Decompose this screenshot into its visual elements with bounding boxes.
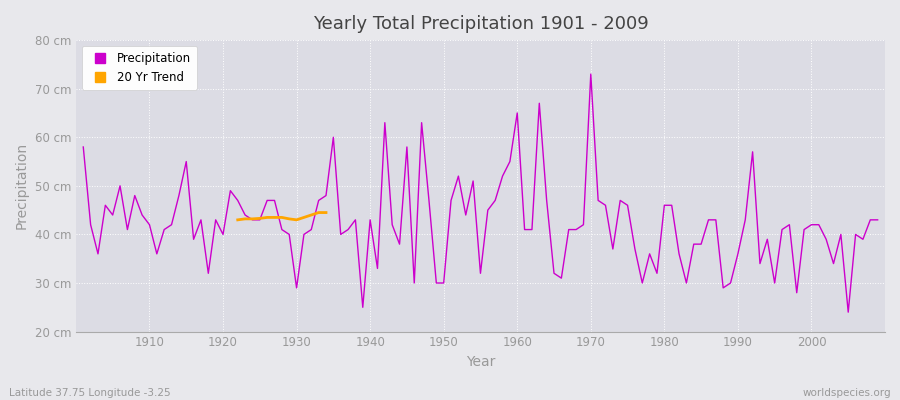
Text: Latitude 37.75 Longitude -3.25: Latitude 37.75 Longitude -3.25 [9, 388, 171, 398]
Y-axis label: Precipitation: Precipitation [15, 142, 29, 230]
Text: worldspecies.org: worldspecies.org [803, 388, 891, 398]
Title: Yearly Total Precipitation 1901 - 2009: Yearly Total Precipitation 1901 - 2009 [312, 15, 648, 33]
Legend: Precipitation, 20 Yr Trend: Precipitation, 20 Yr Trend [82, 46, 197, 90]
X-axis label: Year: Year [466, 355, 495, 369]
